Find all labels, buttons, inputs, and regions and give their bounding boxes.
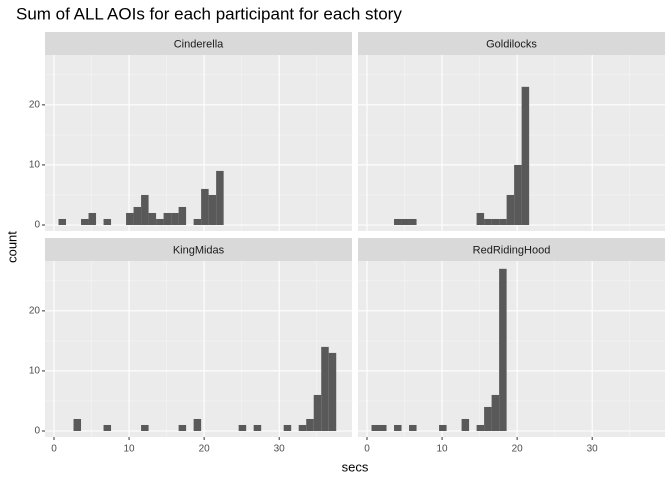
chart-title: Sum of ALL AOIs for each participant for…	[16, 4, 402, 23]
bar	[88, 212, 97, 225]
y-axis-label: count	[4, 231, 19, 263]
y-tick-label: 10	[29, 160, 41, 171]
bar	[476, 212, 485, 225]
bar	[141, 424, 149, 431]
y-tick-label: 20	[29, 305, 41, 316]
bar	[103, 424, 112, 431]
bar	[409, 424, 417, 431]
y-tick-label: 0	[34, 220, 40, 231]
x-tick-label: 10	[124, 444, 136, 455]
bar	[321, 346, 329, 431]
bar	[193, 418, 202, 431]
bar	[156, 218, 164, 225]
strip	[45, 238, 352, 261]
bar	[394, 218, 402, 225]
facet-title: RedRidingHood	[473, 244, 551, 256]
y-tick-label: 0	[34, 426, 40, 437]
bar	[171, 212, 179, 225]
bar	[506, 194, 515, 225]
x-tick-label: 20	[199, 444, 211, 455]
bar	[328, 352, 337, 431]
panel	[45, 55, 352, 231]
bar	[371, 424, 380, 431]
bar	[253, 424, 262, 431]
bar	[103, 218, 112, 225]
y-tick-label: 20	[29, 99, 41, 110]
x-tick-label: 20	[512, 444, 524, 455]
bar	[178, 206, 187, 225]
bar	[499, 268, 507, 431]
bar	[238, 424, 247, 431]
bar	[306, 418, 314, 431]
facet-title: Goldilocks	[486, 38, 537, 50]
bar	[163, 212, 172, 225]
bar	[379, 424, 387, 431]
bar	[491, 394, 500, 431]
x-tick-label: 0	[364, 444, 370, 455]
bar	[201, 188, 209, 225]
bar	[73, 418, 82, 431]
bar	[439, 424, 447, 431]
bar	[216, 170, 224, 225]
strip	[358, 32, 665, 55]
bar	[81, 218, 89, 225]
x-axis-label: secs	[342, 459, 369, 474]
panel	[45, 261, 352, 437]
y-tick-label: 10	[29, 366, 41, 377]
facet-title: KingMidas	[173, 244, 225, 256]
strip	[45, 32, 352, 55]
facet-title: Cinderella	[174, 38, 224, 50]
bar	[133, 206, 142, 225]
bar	[178, 424, 187, 431]
strip	[358, 238, 665, 261]
bar	[521, 86, 530, 225]
bar	[514, 164, 522, 225]
bar	[409, 218, 417, 225]
bar	[484, 218, 492, 225]
bar	[499, 218, 507, 225]
bar	[283, 424, 292, 431]
bar	[298, 424, 307, 431]
bar	[313, 394, 322, 431]
bar	[401, 218, 410, 225]
bar	[141, 194, 149, 225]
bar	[148, 212, 157, 225]
bar	[461, 418, 470, 431]
bar	[484, 406, 492, 431]
bar	[394, 424, 402, 431]
x-tick-label: 0	[51, 444, 57, 455]
bar	[193, 218, 202, 225]
bar	[491, 218, 500, 225]
bar	[208, 194, 217, 225]
bar	[476, 424, 485, 431]
bar	[126, 212, 134, 225]
x-tick-label: 10	[437, 444, 449, 455]
bar	[58, 218, 67, 225]
x-tick-label: 30	[587, 444, 599, 455]
x-tick-label: 30	[274, 444, 286, 455]
panel	[358, 261, 665, 437]
